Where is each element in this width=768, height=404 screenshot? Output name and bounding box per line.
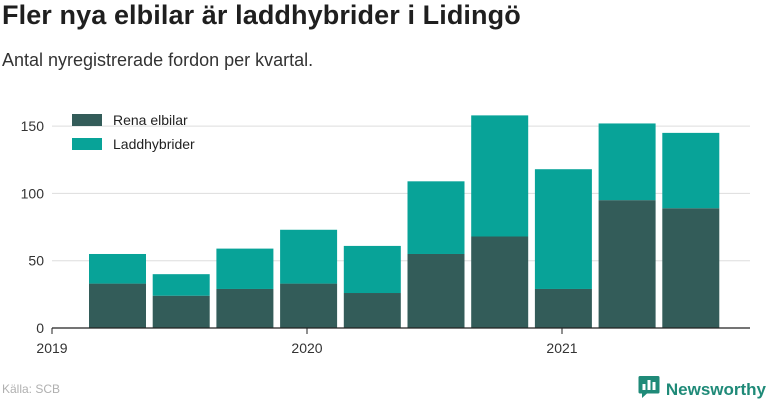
bar-segment <box>534 169 592 289</box>
bar-segment <box>407 253 465 328</box>
legend-swatch <box>72 138 102 150</box>
chart-title: Fler nya elbilar är laddhybrider i Lidin… <box>2 0 521 30</box>
y-tick-label: 50 <box>28 253 44 269</box>
chart-subtitle: Antal nyregistrerade fordon per kvartal. <box>2 50 314 70</box>
bar-segment <box>662 132 720 209</box>
x-tick-label: 2020 <box>291 340 322 356</box>
bar-segment <box>280 229 338 284</box>
brand-name: Newsworthy <box>665 379 766 399</box>
bar-chart-speech-bubble-icon <box>638 375 660 404</box>
bar-segment <box>471 115 529 237</box>
bar-segment <box>598 200 656 328</box>
bar-segment <box>598 123 656 201</box>
x-tick-label: 2019 <box>36 340 67 356</box>
bar-segment <box>343 245 401 294</box>
bar-segment <box>662 208 720 328</box>
bar-segment <box>471 236 529 328</box>
bar-segment <box>534 288 592 328</box>
y-tick-label: 150 <box>21 118 45 134</box>
x-tick-label: 2021 <box>546 340 577 356</box>
bar-segment <box>280 283 338 328</box>
bar-segment <box>89 283 146 328</box>
bar-segment <box>152 295 210 328</box>
legend-label: Laddhybrider <box>113 136 195 152</box>
brand-logo[interactable]: Newsworthy <box>638 375 766 404</box>
y-tick-label: 100 <box>21 185 45 201</box>
bar-segment <box>407 181 465 254</box>
bar-segment <box>216 288 274 328</box>
y-tick-label: 0 <box>36 320 44 336</box>
legend-label: Rena elbilar <box>113 112 188 128</box>
source-note: Källa: SCB <box>2 382 61 396</box>
stacked-bar-chart: 0 50 100 150 2019 2020 2021 Rena elbilar Laddhyb… <box>21 112 750 356</box>
bar-segment <box>343 293 401 328</box>
bar-segment <box>216 248 274 289</box>
bar-segment <box>152 274 210 296</box>
legend-swatch <box>72 114 102 126</box>
bar-segment <box>89 253 146 284</box>
